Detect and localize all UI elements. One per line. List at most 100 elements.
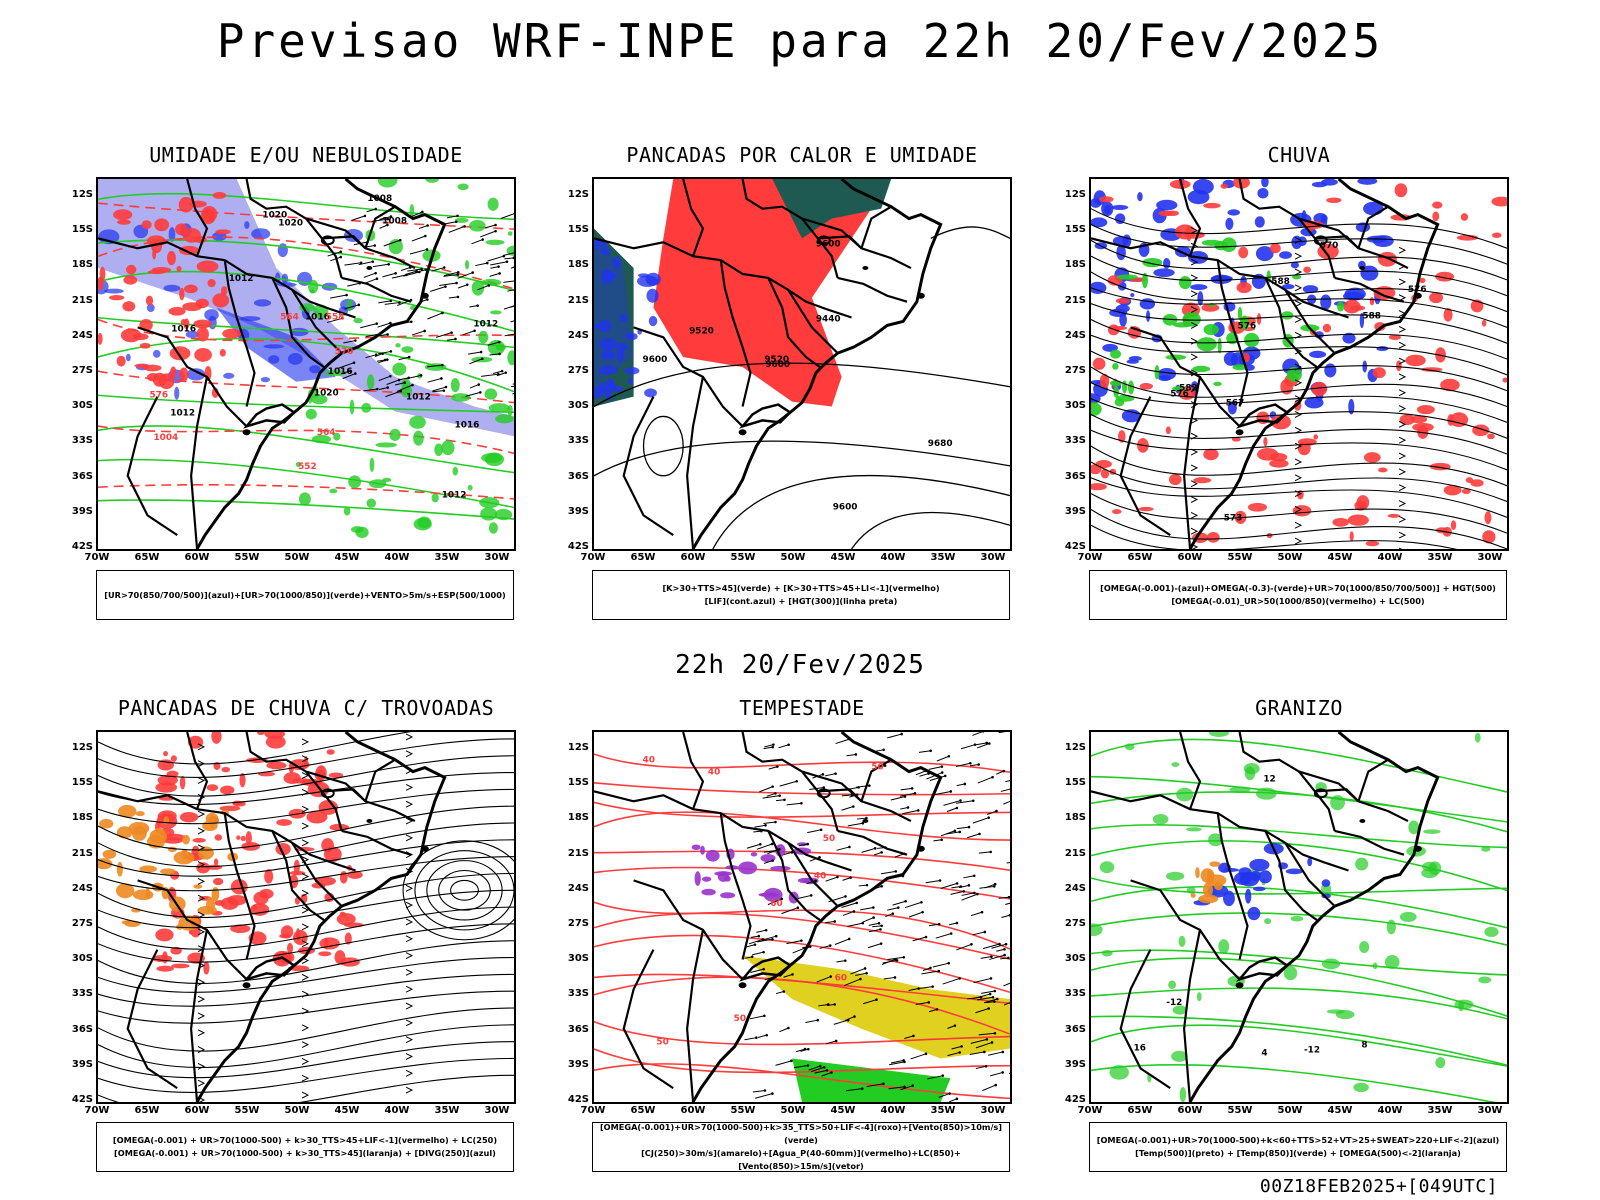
longitude-label: 65W (630, 1105, 656, 1116)
latitude-label: 36S (567, 470, 589, 482)
latitude-label: 18S (567, 812, 589, 824)
latitude-label: 18S (1064, 259, 1086, 271)
contour-label: 564 (280, 312, 299, 322)
contour-label: 1012 (406, 393, 431, 403)
contour-label: 588 (1271, 277, 1290, 287)
contour-label: 567 (1226, 399, 1245, 409)
legend-line: [OMEGA(-0.001)+UR>70(1000-500)+k<60+TTS>… (1096, 1135, 1500, 1145)
latitude-label: 27S (71, 918, 93, 929)
contour-label: 576 (150, 391, 169, 401)
legend-line: [CJ(250)>30m/s](amarelo)+[Agua_P(40-60mm… (641, 1148, 961, 1171)
latitude-label: 36S (71, 1023, 93, 1035)
latitude-label: 39S (71, 1058, 93, 1070)
longitude-label: 50W (284, 1105, 310, 1116)
latitude-label: 36S (1064, 470, 1086, 482)
longitude-label: 45W (334, 552, 360, 563)
longitude-label: 70W (1077, 552, 1103, 563)
latitude-label: 30S (1064, 400, 1086, 412)
latitude-label: 15S (71, 777, 93, 789)
longitude-label: 45W (1327, 1105, 1353, 1116)
latitude-label: 42S (71, 1094, 93, 1105)
contour-label: 1004 (153, 433, 178, 443)
tempestade-title: TEMPESTADE (739, 696, 865, 720)
latitude-label: 36S (71, 470, 93, 482)
contour-label: 40 (814, 871, 826, 881)
contour-label: 558 (326, 312, 345, 322)
longitude-label: 45W (830, 1105, 856, 1116)
latitude-label: 24S (567, 329, 589, 341)
longitude-label: 30W (484, 1105, 510, 1116)
pancadas-trovoadas-map-canvas (98, 732, 514, 1102)
pancadas-trovoadas-legend: [OMEGA(-0.001) + UR>70(1000-500) + k>30_… (96, 1122, 514, 1172)
contour-label: 564 (317, 428, 336, 438)
longitude-label: 55W (234, 552, 260, 563)
contour-label: 1012 (170, 408, 195, 418)
longitude-label: 35W (930, 552, 956, 563)
contour-label: 573 (1224, 513, 1243, 523)
contour-label: 1016 (171, 324, 196, 334)
latitude-label: 24S (1064, 882, 1086, 894)
contour-label: 1020 (278, 219, 303, 229)
longitude-label: 40W (880, 1105, 906, 1116)
contour-label: 576 (1238, 321, 1257, 331)
longitude-label: 50W (780, 552, 806, 563)
contour-label: 9600 (833, 502, 858, 512)
longitude-label: 30W (484, 552, 510, 563)
latitude-label: 30S (567, 953, 589, 965)
longitude-label: 60W (1177, 552, 1203, 563)
longitude-label: 65W (1127, 1105, 1153, 1116)
contour-label: 576 (1170, 390, 1189, 400)
contour-label: 9520 (689, 326, 714, 336)
contour-label: 12 (1263, 774, 1275, 784)
legend-line: [OMEGA(-0.01)_UR>50(1000/850)(vermelho) … (1171, 596, 1425, 606)
granizo-title: GRANIZO (1255, 696, 1343, 720)
latitude-label: 21S (1064, 847, 1086, 859)
latitude-label: 42S (567, 1094, 589, 1105)
longitude-label: 70W (580, 552, 606, 563)
longitude-label: 45W (1327, 552, 1353, 563)
pancadas-calor-map: 9600 9680 9600 9600 9520 9600 9440 9520 (592, 177, 1012, 551)
latitude-label: 33S (567, 988, 589, 1000)
contour-label: 1016 (328, 367, 353, 377)
contour-label: 40 (708, 768, 720, 778)
tempestade-map: 40 50 60 50 40 50 60 50 40 (592, 730, 1012, 1104)
latitude-label: 24S (71, 329, 93, 341)
contour-label: -12 (1304, 1046, 1320, 1056)
legend-line: [OMEGA(-0.001)+UR>70(1000-500)+k>35_TTS>… (599, 1122, 1003, 1145)
contour-label: 576 (1408, 285, 1427, 295)
chuva-legend: [OMEGA(-0.001)-(azul)+OMEGA(-0.3)-(verde… (1089, 570, 1507, 620)
contour-label: 60 (835, 973, 847, 983)
longitude-label: 35W (434, 552, 460, 563)
main-title: Previsao WRF-INPE para 22h 20/Fev/2025 (216, 14, 1384, 68)
contour-label: 50 (871, 763, 883, 773)
tempestade-legend: [OMEGA(-0.001)+UR>70(1000-500)+k>35_TTS>… (592, 1122, 1010, 1172)
latitude-label: 12S (567, 189, 589, 200)
contour-label: 1012 (473, 319, 498, 329)
longitude-label: 55W (234, 1105, 260, 1116)
contour-label: 50 (734, 1014, 746, 1024)
latitude-label: 18S (71, 812, 93, 824)
granizo-map: -12 -12 16 12 8 4 (1089, 730, 1509, 1104)
latitude-label: 42S (1064, 1094, 1086, 1105)
latitude-label: 39S (567, 1058, 589, 1070)
longitude-label: 65W (134, 552, 160, 563)
umidade-legend: [UR>70(850/700/500)](azul)+[UR>70(1000/8… (96, 570, 514, 620)
longitude-label: 30W (1477, 1105, 1503, 1116)
forecast-time-title: 22h 20/Fev/2025 (675, 650, 925, 680)
contour-label: 1016 (305, 312, 330, 322)
contour-label: 1020 (262, 211, 287, 221)
latitude-label: 36S (1064, 1023, 1086, 1035)
legend-line: [OMEGA(-0.001) + UR>70(1000-500) + k>30_… (112, 1135, 498, 1145)
longitude-label: 35W (434, 1105, 460, 1116)
longitude-label: 65W (630, 552, 656, 563)
longitude-label: 40W (384, 552, 410, 563)
latitude-label: 21S (71, 294, 93, 306)
latitude-label: 42S (71, 541, 93, 552)
latitude-label: 33S (71, 435, 93, 447)
contour-label: 1008 (382, 217, 407, 227)
latitude-label: 21S (567, 294, 589, 306)
legend-line: [OMEGA(-0.001) + UR>70(1000-500) + k>30_… (114, 1148, 496, 1158)
contour-label: 552 (298, 462, 317, 472)
contour-label: 1016 (455, 420, 480, 430)
